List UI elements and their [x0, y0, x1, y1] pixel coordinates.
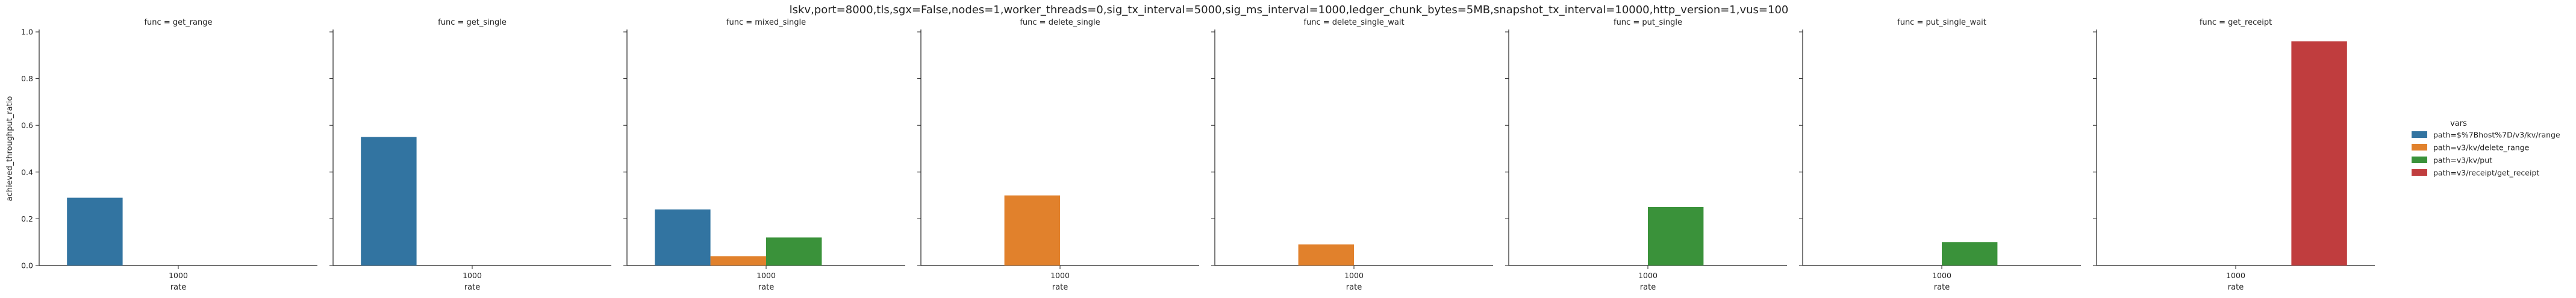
- x-axis-label: rate: [1052, 283, 1068, 292]
- bar: [361, 137, 417, 265]
- x-tick-label: 1000: [1050, 271, 1070, 280]
- y-axis-label: achieved_throughput_ratio: [5, 96, 14, 202]
- x-axis-label: rate: [464, 283, 480, 292]
- facet-title: func = put_single: [1614, 18, 1682, 27]
- y-tick-label: 0.0: [21, 261, 33, 270]
- bar: [1942, 242, 1998, 265]
- x-tick-label: 1000: [2226, 271, 2245, 280]
- facet-panel-1: func = get_single 1000 rate: [329, 18, 611, 292]
- x-axis-label: rate: [170, 283, 186, 292]
- legend-label: path=v3/kv/put: [2433, 156, 2492, 165]
- legend: vars path=$%7Bhost%7D/v3/kv/range path=v3…: [2412, 119, 2560, 178]
- x-axis-label: rate: [1934, 283, 1950, 292]
- x-axis-label: rate: [1346, 283, 1362, 292]
- y-tick-label: 0.8: [21, 74, 33, 83]
- bar: [1298, 244, 1354, 265]
- facet-panel-2: func = mixed_single 1000 rate: [623, 18, 905, 292]
- facet-title: func = delete_single_wait: [1303, 18, 1404, 27]
- y-tick-label: 0.4: [21, 167, 33, 176]
- legend-swatch: [2412, 157, 2427, 163]
- legend-label: path=$%7Bhost%7D/v3/kv/range: [2433, 131, 2560, 140]
- facet-panel-0: func = get_range 0.0 0.2 0.4 0.6 0.8 1.0 1000 ra…: [21, 18, 317, 292]
- facet-panel-7: func = get_receipt 1000 rate: [2093, 18, 2375, 292]
- chart-suptitle: lskv,port=8000,tls,sgx=False,nodes=1,wor…: [790, 4, 1789, 16]
- facet-title: func = put_single_wait: [1897, 18, 1986, 27]
- x-tick-label: 1000: [1932, 271, 1951, 280]
- x-tick-label: 1000: [756, 271, 776, 280]
- bar: [766, 237, 822, 265]
- legend-label: path=v3/kv/delete_range: [2433, 143, 2530, 152]
- legend-swatch: [2412, 131, 2427, 138]
- x-tick-label: 1000: [169, 271, 188, 280]
- x-axis-label: rate: [758, 283, 774, 292]
- facet-panel-6: func = put_single_wait 1000 rate: [1799, 18, 2081, 292]
- bar: [1648, 207, 1704, 265]
- facet-panel-5: func = put_single 1000 rate: [1505, 18, 1787, 292]
- y-tick-label: 1.0: [21, 28, 33, 37]
- facet-title: func = get_receipt: [2200, 18, 2272, 27]
- y-tick-label: 0.6: [21, 121, 33, 130]
- facet-title: func = get_single: [438, 18, 507, 27]
- facet-title: func = get_range: [144, 18, 212, 27]
- bar: [67, 197, 123, 265]
- facet-panels: func = get_range 0.0 0.2 0.4 0.6 0.8 1.0 1000 ra…: [21, 18, 2375, 292]
- bar: [2291, 41, 2347, 266]
- legend-entries: path=$%7Bhost%7D/v3/kv/range path=v3/kv/d…: [2412, 131, 2560, 178]
- legend-title: vars: [2450, 119, 2467, 128]
- bar: [1004, 195, 1060, 265]
- legend-swatch: [2412, 169, 2427, 176]
- x-tick-label: 1000: [1638, 271, 1658, 280]
- x-axis-label: rate: [2228, 283, 2244, 292]
- legend-swatch: [2412, 144, 2427, 151]
- bar: [710, 256, 766, 265]
- facet-title: func = delete_single: [1020, 18, 1100, 27]
- x-tick-label: 1000: [1344, 271, 1364, 280]
- x-axis-label: rate: [1640, 283, 1656, 292]
- facet-panel-3: func = delete_single 1000 rate: [917, 18, 1199, 292]
- bar: [655, 209, 711, 265]
- facet-panel-4: func = delete_single_wait 1000 rate: [1211, 18, 1493, 292]
- facet-title: func = mixed_single: [726, 18, 806, 27]
- y-tick-label: 0.2: [21, 214, 33, 223]
- x-tick-label: 1000: [463, 271, 482, 280]
- legend-label: path=v3/receipt/get_receipt: [2433, 169, 2539, 178]
